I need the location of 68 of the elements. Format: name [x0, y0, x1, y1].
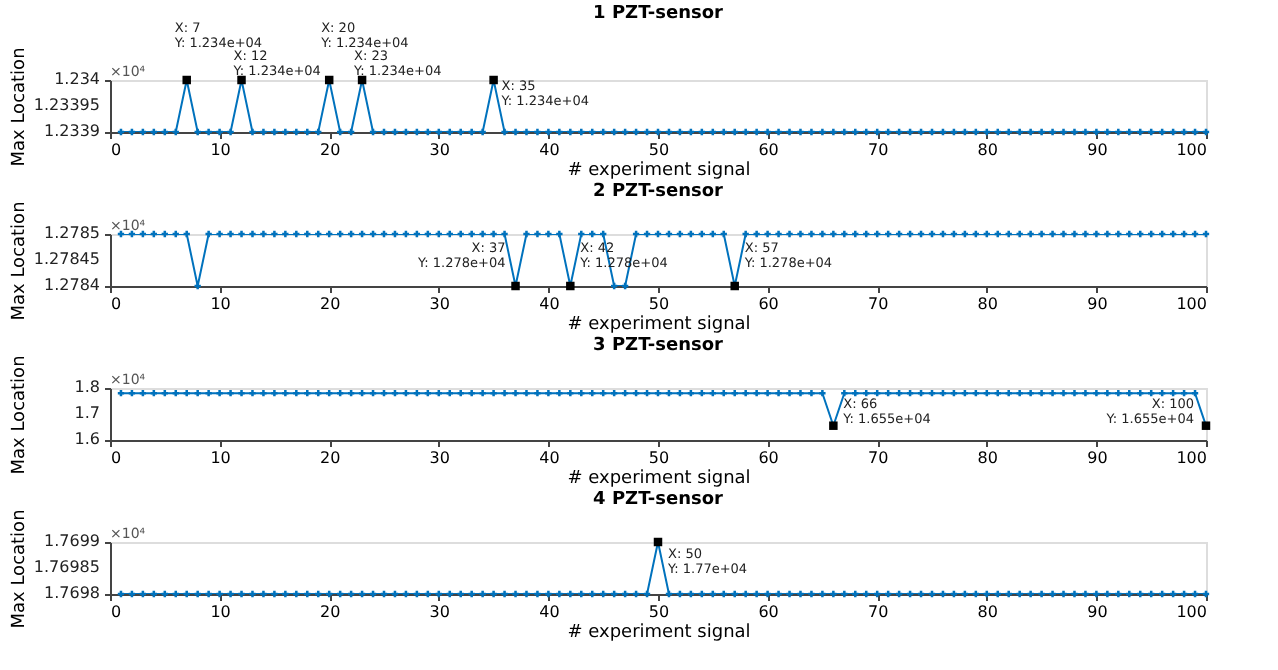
x-tick-label: 60 — [758, 449, 779, 467]
x-tick-label: 80 — [977, 295, 998, 313]
y-axis-title: Max Location — [10, 201, 30, 321]
y-tick-label: 1.76985 — [33, 558, 100, 576]
y-tick-label: 1.6 — [74, 430, 100, 448]
x-tick-label: 30 — [429, 295, 450, 313]
chart-title: 3 PZT-sensor — [593, 336, 725, 357]
x-tick-label: 40 — [539, 295, 560, 313]
y-tick-label: 1.27845 — [33, 250, 100, 268]
x-axis-title: # experiment signal — [567, 623, 751, 643]
x-tick-label: 30 — [429, 449, 450, 467]
y-tick-label: 1.7698 — [44, 584, 100, 602]
x-tick-label: 80 — [977, 449, 998, 467]
x-tick-label: 80 — [977, 141, 998, 159]
chart-title: 1 PZT-sensor — [593, 4, 725, 24]
chart-title: 2 PZT-sensor — [593, 182, 725, 203]
x-tick-label: 0 — [111, 141, 122, 159]
y-tick-label: 1.234 — [54, 70, 100, 88]
y-axis-title: Max Location — [10, 355, 30, 475]
x-axis-title: # experiment signal — [567, 315, 751, 335]
x-tick-label: 20 — [320, 141, 341, 159]
x-tick-label: 30 — [429, 141, 450, 159]
y-tick-label: 1.8 — [74, 378, 100, 396]
y-axis-title: Max Location — [10, 509, 30, 629]
x-tick-label: 20 — [320, 449, 341, 467]
x-tick-label: 50 — [648, 449, 670, 467]
x-tick-label: 90 — [1087, 141, 1108, 159]
x-tick-label: 70 — [868, 141, 889, 159]
x-axis-title: # experiment signal — [567, 469, 751, 489]
x-tick-label: 40 — [539, 603, 560, 621]
x-tick-label: 50 — [648, 603, 670, 621]
x-tick-label: 50 — [648, 295, 670, 313]
x-tick-label: 70 — [868, 295, 889, 313]
y-tick-label: 1.7 — [74, 404, 100, 422]
y-tick-label: 1.2785 — [44, 224, 100, 242]
x-axis-title: # experiment signal — [567, 161, 751, 181]
x-tick-label: 100 — [1176, 449, 1207, 467]
x-tick-label: 100 — [1176, 603, 1207, 621]
x-tick-label: 20 — [320, 295, 341, 313]
x-tick-label: 70 — [868, 449, 889, 467]
x-tick-label: 100 — [1176, 141, 1207, 159]
x-tick-label: 70 — [868, 603, 889, 621]
x-tick-label: 60 — [758, 295, 779, 313]
x-tick-label: 80 — [977, 603, 998, 621]
x-tick-label: 0 — [111, 449, 122, 467]
x-tick-label: 10 — [210, 141, 231, 159]
x-tick-label: 0 — [111, 603, 122, 621]
x-tick-label: 60 — [758, 603, 779, 621]
x-tick-label: 40 — [539, 449, 560, 467]
y-tick-label: 1.2784 — [44, 276, 100, 294]
x-tick-label: 10 — [210, 603, 231, 621]
x-tick-label: 40 — [539, 141, 560, 159]
y-axis-title: Max Location — [10, 47, 30, 167]
x-tick-label: 30 — [429, 603, 450, 621]
x-tick-label: 100 — [1176, 295, 1207, 313]
chart-title: 4 PZT-sensor — [593, 490, 725, 511]
x-tick-label: 0 — [111, 295, 122, 313]
y-tick-label: 1.2339 — [44, 122, 100, 140]
y-tick-label: 1.7699 — [44, 532, 100, 550]
x-tick-label: 50 — [648, 141, 670, 159]
x-tick-label: 90 — [1087, 295, 1108, 313]
x-tick-label: 60 — [758, 141, 779, 159]
y-tick-label: 1.23395 — [33, 96, 100, 114]
x-tick-label: 10 — [210, 295, 231, 313]
x-tick-label: 90 — [1087, 449, 1108, 467]
x-tick-label: 20 — [320, 603, 341, 621]
x-tick-label: 10 — [210, 449, 231, 467]
x-tick-label: 90 — [1087, 603, 1108, 621]
